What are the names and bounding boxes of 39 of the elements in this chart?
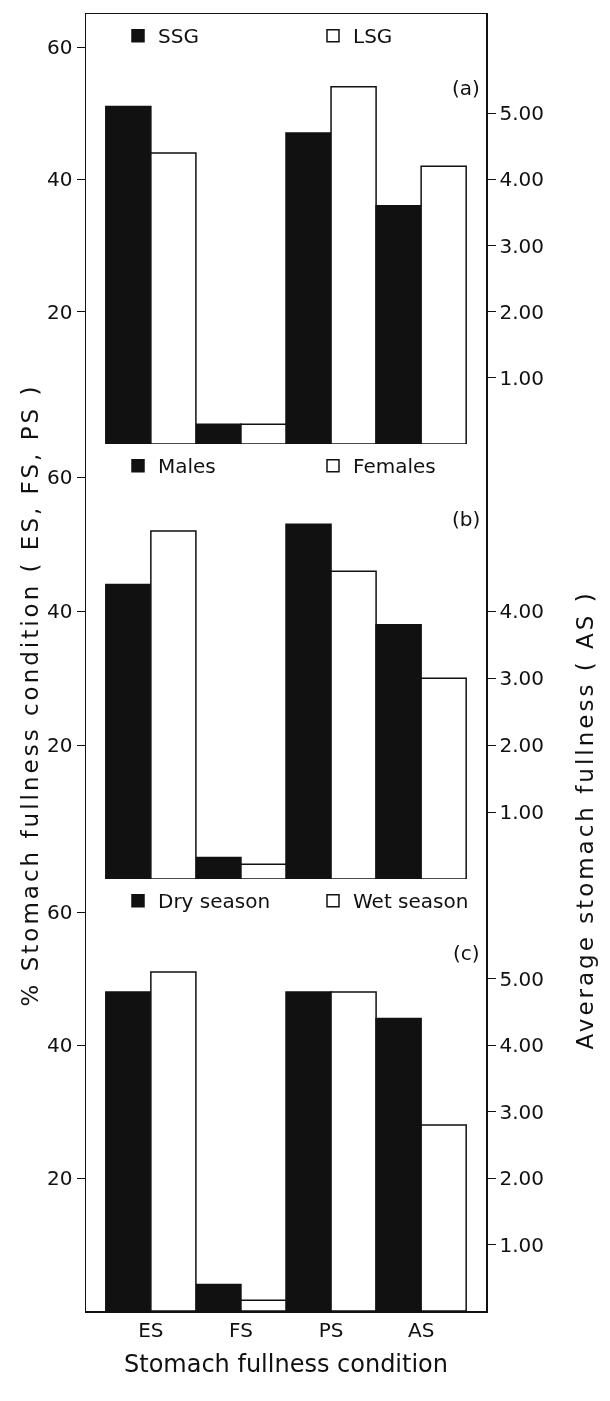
x-tick-label: FS — [229, 1317, 253, 1342]
y-tick-label: 20 — [47, 299, 73, 324]
y2-tick-label: 1.00 — [499, 800, 545, 825]
y2-tick-label: 4.00 — [499, 167, 545, 192]
y-tick-label: 20 — [47, 1166, 73, 1191]
y2-axis-title: Average stomach fullness ( AS ) — [572, 590, 598, 1050]
x-tick-label: AS — [407, 1317, 435, 1342]
legend-label: SSG — [158, 24, 199, 49]
y2-tick-label: 4.00 — [499, 1033, 545, 1058]
y-tick-label: 20 — [47, 733, 73, 758]
legend-label: Males — [158, 454, 216, 479]
y2-tick-label: 2.00 — [499, 299, 545, 324]
y2-tick-label: 1.00 — [499, 1232, 545, 1257]
y-axis-title: % Stomach fullness condition ( ES, FS, PS ) — [17, 383, 43, 1007]
x-axis-title: Stomach fullness condition — [123, 1349, 449, 1378]
annotation: (b) — [452, 507, 481, 531]
y2-tick-label: 3.00 — [499, 666, 545, 691]
y-tick-label: 60 — [47, 465, 73, 490]
y2-tick-label: 3.00 — [499, 233, 545, 258]
y2-tick-label: 1.00 — [499, 365, 545, 390]
y2-tick-label: 4.00 — [499, 599, 545, 624]
y2-tick-label: 2.00 — [499, 733, 545, 758]
legend-label: Females — [353, 454, 436, 479]
y2-tick-label: 3.00 — [499, 1099, 545, 1124]
y-tick-label: 60 — [47, 900, 73, 925]
annotation: (a) — [452, 76, 480, 100]
y2-tick-label: 5.00 — [499, 966, 545, 991]
y-tick-label: 60 — [47, 35, 73, 60]
legend-label: Wet season — [353, 889, 469, 914]
y-tick-label: 40 — [47, 599, 73, 624]
x-tick-label: PS — [318, 1317, 344, 1342]
y2-tick-label: 2.00 — [499, 1166, 545, 1191]
y-tick-label: 40 — [47, 167, 73, 192]
legend-label: Dry season — [158, 889, 271, 914]
annotation: (c) — [453, 941, 480, 965]
y-tick-label: 40 — [47, 1033, 73, 1058]
x-tick-label: ES — [138, 1317, 164, 1342]
legend-label: LSG — [353, 24, 393, 49]
y2-tick-label: 5.00 — [499, 101, 545, 126]
